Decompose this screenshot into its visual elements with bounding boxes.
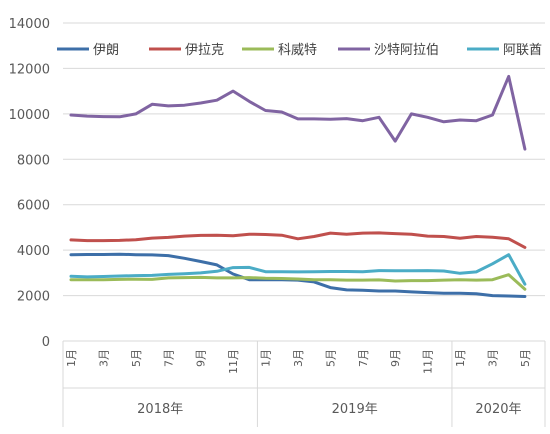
legend-label: 沙特阿拉伯: [374, 43, 439, 58]
x-tick-label: 5月: [519, 349, 532, 367]
legend-label: 伊朗: [93, 43, 119, 58]
y-tick-label: 2000: [17, 290, 50, 305]
y-tick-label: 4000: [17, 244, 50, 259]
x-tick-label: 7月: [357, 349, 370, 367]
x-tick-label: 1月: [260, 349, 273, 367]
gridlines: [63, 22, 545, 342]
x-tick-label: 11月: [227, 349, 240, 374]
series-line: [69, 74, 527, 151]
legend: 伊朗 伊拉克 科威特 沙特阿拉伯 阿联酋: [57, 42, 542, 58]
x-tick-label: 9月: [195, 349, 208, 367]
year-group-label: 2019年: [332, 402, 378, 417]
y-tick-label: 10000: [9, 108, 50, 123]
x-tick-label: 7月: [162, 349, 175, 367]
x-tick-label: 3月: [486, 349, 499, 367]
x-tick-label: 11月: [422, 349, 435, 374]
x-tick-label: 9月: [389, 349, 402, 367]
legend-label: 阿联酋: [503, 42, 542, 58]
x-tick-label: 5月: [324, 349, 337, 367]
y-tick-label: 12000: [9, 62, 50, 77]
x-tick-label: 1月: [454, 349, 467, 367]
series-line: [69, 273, 527, 291]
x-tick-label: 1月: [65, 349, 78, 367]
series-lines: [69, 74, 527, 298]
y-tick-label: 6000: [17, 199, 50, 214]
y-tick-label: 14000: [9, 17, 50, 32]
year-group-label: 2020年: [475, 402, 521, 417]
legend-label: 伊拉克: [185, 43, 224, 58]
x-tick-label: 3月: [292, 349, 305, 367]
x-tick-label: 5月: [130, 349, 143, 367]
series-line: [69, 231, 527, 249]
year-group-label: 2018年: [137, 402, 183, 417]
legend-label: 科威特: [278, 43, 317, 58]
series-line: [69, 253, 527, 286]
axes: 0 2000 4000 6000 8000 10000 12000 14000 1月 3月 5月 7月…: [9, 17, 546, 427]
y-tick-label: 0: [42, 335, 50, 350]
x-tick-label: 3月: [97, 349, 110, 367]
y-tick-label: 8000: [17, 153, 50, 168]
